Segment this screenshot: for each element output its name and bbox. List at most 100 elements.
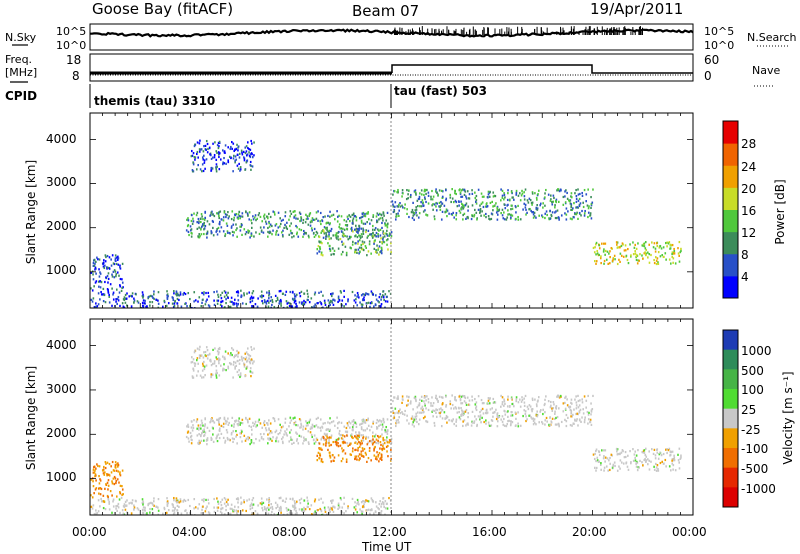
velocity-cell [460, 402, 462, 405]
velocity-cell [107, 498, 110, 501]
power-cell [176, 297, 179, 301]
power-cell [200, 148, 203, 151]
velocity-cell [362, 455, 365, 458]
power-cell [544, 196, 546, 199]
power-cell [131, 295, 133, 298]
velocity-cell [204, 510, 207, 513]
power-cell [368, 240, 371, 243]
velocity-cell [261, 426, 264, 429]
power-cell [98, 258, 101, 261]
power-cell [323, 299, 326, 302]
velocity-cell [163, 507, 166, 511]
velocity-cell [192, 424, 194, 427]
velocity-cell [432, 401, 435, 405]
velocity-cell [193, 513, 196, 515]
power-cell [376, 220, 379, 223]
velocity-cell [235, 509, 238, 512]
velocity-cell [321, 513, 323, 515]
power-cell [287, 301, 290, 304]
power-cell [450, 200, 452, 204]
velocity-cell [185, 435, 188, 439]
power-cell [424, 197, 426, 201]
power-cell [641, 244, 644, 247]
velocity-cell [312, 425, 315, 428]
power-cell [261, 220, 264, 223]
power-cell [545, 210, 548, 213]
power-cell [300, 216, 302, 219]
power-cell [350, 227, 352, 231]
power-cell [595, 243, 597, 246]
velocity-cell [240, 502, 243, 505]
power-cell [401, 189, 404, 192]
velocity-cell [463, 419, 466, 422]
velocity-cell [232, 348, 235, 351]
velocity-cell [191, 429, 194, 432]
power-cell [190, 228, 193, 231]
velocity-cell [382, 497, 384, 500]
velocity-cell [323, 432, 326, 435]
velocity-cell [637, 466, 640, 469]
power-cell [589, 214, 592, 217]
velocity-cell [565, 395, 567, 398]
velocity-cell [381, 433, 383, 436]
velocity-cell [438, 408, 441, 411]
velocity-cell [655, 469, 658, 472]
power-cell [178, 298, 180, 302]
velocity-cell [529, 405, 532, 408]
velocity-cell [519, 424, 522, 427]
power-cell [655, 259, 658, 262]
power-cell [194, 143, 196, 146]
velocity-cell [431, 396, 433, 399]
power-cell [366, 254, 368, 257]
power-cell [228, 305, 231, 308]
velocity-cell [409, 402, 412, 405]
velocity-cell [576, 418, 578, 421]
velocity-cell [216, 357, 218, 361]
velocity-cell [187, 437, 190, 440]
power-cell [194, 299, 197, 302]
power-cell [247, 229, 249, 232]
velocity-cell [243, 434, 246, 437]
power-cell [399, 205, 402, 208]
velocity-cell [423, 402, 426, 405]
velocity-cell [236, 349, 238, 353]
power-cell [360, 303, 363, 306]
power-cell [126, 304, 128, 307]
velocity-cell [243, 499, 245, 502]
power-cell [446, 209, 449, 212]
power-cell [575, 200, 578, 203]
power-cell [314, 234, 317, 237]
power-cell [117, 263, 120, 266]
power-cell [612, 256, 615, 260]
power-cell [361, 212, 364, 215]
velocity-cell [590, 423, 593, 427]
power-cell [285, 225, 287, 228]
power-cell [118, 291, 121, 294]
velocity-cell [636, 469, 639, 472]
velocity-cell [250, 502, 253, 505]
velocity-cell [122, 493, 124, 496]
power-cell [238, 162, 240, 166]
power-cell [240, 225, 242, 228]
velocity-cell [320, 497, 322, 500]
power-cell [152, 293, 155, 296]
power-cell [298, 211, 301, 214]
power-cell [231, 147, 233, 150]
velocity-colorbar-swatch [723, 389, 738, 410]
power-cell [536, 204, 538, 207]
power-cell [414, 189, 417, 192]
power-cell [222, 219, 225, 222]
velocity-cell [92, 468, 95, 471]
power-cell [349, 237, 351, 240]
power-cell [620, 244, 623, 248]
power-cell [579, 192, 581, 196]
power-cell [554, 211, 556, 214]
power-cell [228, 231, 231, 235]
power-cell [279, 225, 281, 228]
velocity-cell [267, 433, 269, 436]
power-cell [562, 203, 565, 206]
power-cell [227, 231, 229, 234]
velocity-cell [178, 501, 181, 504]
power-cell [520, 194, 523, 197]
velocity-cell [366, 443, 369, 446]
